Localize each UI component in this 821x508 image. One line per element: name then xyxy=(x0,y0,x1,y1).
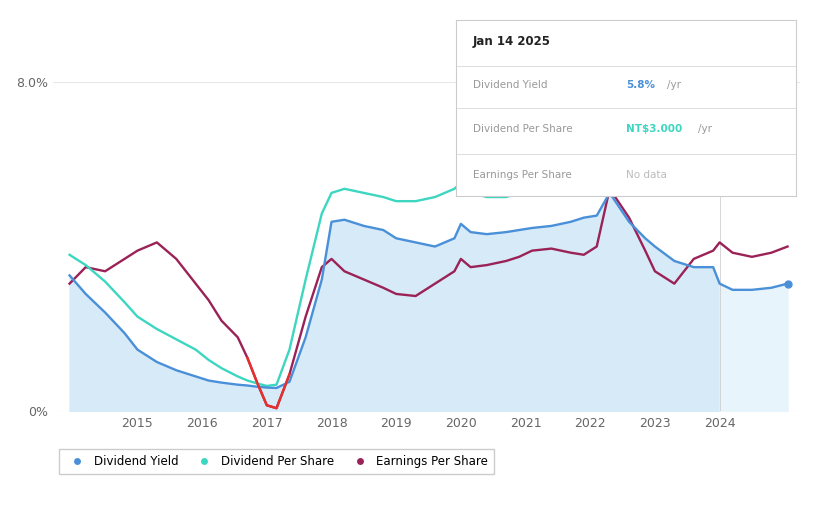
Text: Past: Past xyxy=(725,92,748,102)
Text: Dividend Yield: Dividend Yield xyxy=(473,80,547,90)
Text: Dividend Per Share: Dividend Per Share xyxy=(473,124,572,134)
Text: /yr: /yr xyxy=(698,124,712,134)
Legend: Dividend Yield, Dividend Per Share, Earnings Per Share: Dividend Yield, Dividend Per Share, Earn… xyxy=(59,449,494,474)
Text: 5.8%: 5.8% xyxy=(626,80,655,90)
Text: NT$3.000: NT$3.000 xyxy=(626,124,682,134)
Text: No data: No data xyxy=(626,170,667,179)
Text: Jan 14 2025: Jan 14 2025 xyxy=(473,35,551,48)
Text: /yr: /yr xyxy=(667,80,681,90)
Text: Earnings Per Share: Earnings Per Share xyxy=(473,170,571,179)
